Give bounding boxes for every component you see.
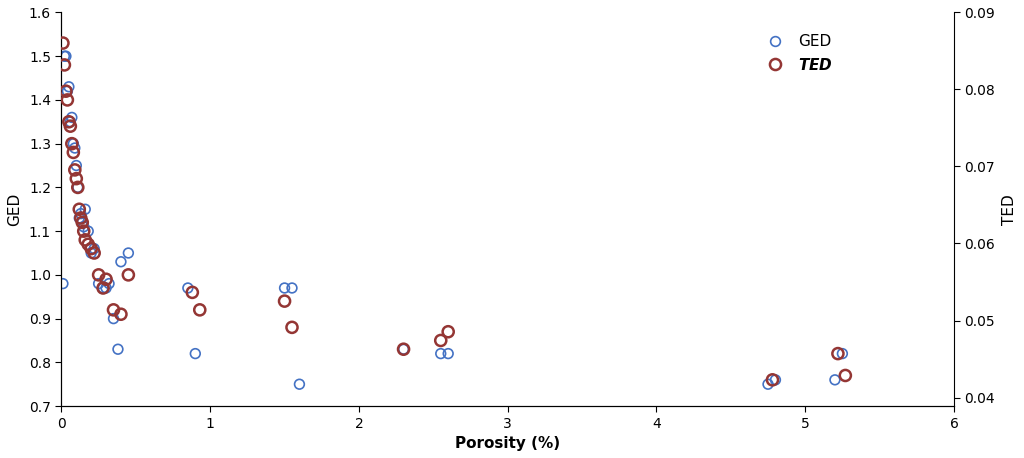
Point [86, 249, 102, 256]
Point [83, 249, 99, 256]
Point [179, 284, 196, 292]
Point [764, 376, 780, 383]
Point [73, 210, 89, 217]
Point [80, 228, 96, 235]
Point [838, 372, 854, 379]
Point [432, 337, 449, 344]
Point [60, 118, 77, 125]
Point [73, 214, 89, 222]
Point [829, 350, 846, 357]
Point [760, 381, 776, 388]
Point [63, 140, 80, 147]
Point [432, 350, 449, 357]
Point [83, 245, 99, 252]
Point [110, 345, 126, 353]
Point [57, 87, 74, 95]
Point [63, 114, 80, 121]
Y-axis label: TED: TED [1002, 194, 1017, 224]
Point [69, 175, 85, 182]
Point [56, 61, 73, 69]
Point [440, 350, 457, 357]
Point [69, 162, 85, 169]
Point [66, 140, 82, 147]
Point [100, 280, 117, 287]
Point [826, 376, 843, 383]
Point [80, 240, 96, 248]
Point [98, 276, 115, 283]
Point [76, 228, 92, 235]
Point [57, 53, 74, 60]
Point [54, 39, 71, 47]
Point [54, 280, 71, 287]
Point [70, 184, 86, 191]
Point [284, 324, 300, 331]
Point [67, 166, 83, 174]
Point [71, 214, 87, 222]
Point [86, 245, 102, 252]
Point [95, 284, 112, 292]
Point [66, 149, 82, 156]
Point [120, 271, 136, 278]
Point [113, 258, 129, 266]
Point [440, 328, 457, 335]
Point [60, 83, 77, 91]
Legend: GED, $\bfit{TED}$: GED, $\bfit{TED}$ [754, 28, 840, 79]
Point [95, 284, 112, 292]
Point [284, 284, 300, 292]
Point [74, 219, 90, 226]
Point [291, 381, 307, 388]
Point [62, 118, 79, 125]
Point [77, 206, 93, 213]
Point [56, 53, 73, 60]
Point [90, 271, 106, 278]
Point [191, 306, 208, 314]
Point [70, 184, 86, 191]
Point [187, 350, 204, 357]
Point [67, 144, 83, 152]
Point [184, 289, 201, 296]
Point [120, 249, 136, 256]
Point [105, 306, 122, 314]
Point [76, 223, 92, 230]
Point [276, 284, 293, 292]
Point [767, 376, 783, 383]
Point [71, 206, 87, 213]
Point [90, 280, 106, 287]
Point [74, 219, 90, 226]
X-axis label: Porosity (%): Porosity (%) [455, 436, 560, 451]
Point [77, 236, 93, 244]
Point [835, 350, 851, 357]
Point [62, 122, 79, 130]
Point [59, 96, 76, 104]
Y-axis label: GED: GED [7, 193, 22, 226]
Point [395, 345, 412, 353]
Point [105, 315, 122, 322]
Point [59, 87, 76, 95]
Point [395, 345, 412, 353]
Point [98, 284, 115, 292]
Point [113, 311, 129, 318]
Point [276, 297, 293, 305]
